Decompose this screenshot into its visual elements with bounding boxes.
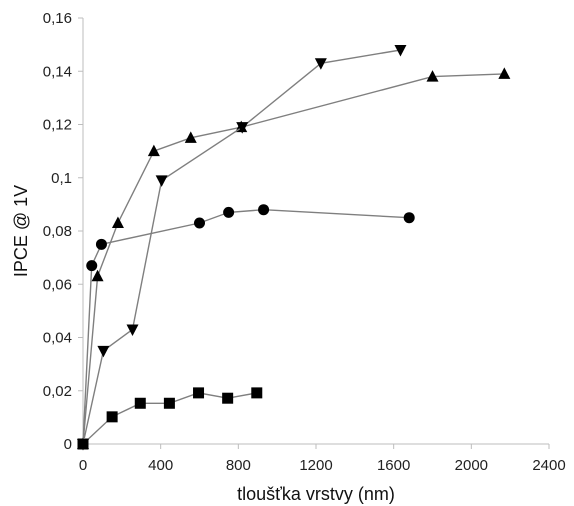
- tick-labels: 0 0,02 0,04 0,06 0,08 0,1 0,12 0,14 0,16 0 400 800 1…: [43, 10, 566, 474]
- data-point-square: [251, 387, 263, 399]
- y-tick-label: 0,08: [43, 223, 72, 240]
- data-point-triangle-down: [236, 122, 249, 134]
- x-tick-label: 1600: [377, 457, 410, 474]
- y-tick-label: 0,16: [43, 10, 72, 27]
- x-tick-label: 2000: [455, 457, 488, 474]
- data-point-triangle-down: [77, 439, 89, 451]
- y-tick-label: 0,04: [43, 330, 72, 347]
- data-point-triangle-down: [394, 44, 407, 57]
- data-point-triangle-up: [111, 216, 124, 229]
- series-triangle-up: [77, 67, 511, 449]
- data-point-triangle-up: [498, 67, 511, 79]
- data-point-triangle-up: [91, 269, 104, 282]
- series-line-triangle-down: [82, 49, 401, 445]
- data-point-circle: [223, 206, 235, 218]
- x-tick-label: 1200: [299, 457, 332, 474]
- data-point-circle: [86, 260, 98, 272]
- data-point-triangle-up: [147, 144, 160, 157]
- data-point-triangle-up: [184, 131, 197, 143]
- y-tick-label: 0,12: [43, 117, 72, 134]
- data-point-circle: [403, 212, 415, 224]
- x-tick-label: 0: [79, 457, 87, 474]
- data-point-triangle-down: [97, 345, 110, 358]
- y-tick-label: 0,1: [51, 170, 72, 187]
- y-tick-label: 0: [64, 436, 72, 453]
- y-tick-label: 0,06: [43, 276, 72, 293]
- data-point-square: [106, 411, 118, 423]
- x-tick-label: 2400: [532, 457, 565, 474]
- plot-area: [77, 44, 511, 451]
- data-point-square: [134, 397, 146, 409]
- data-point-circle: [95, 238, 107, 250]
- series-line-triangle-up: [82, 73, 505, 445]
- y-tick-label: 0,02: [43, 383, 72, 400]
- data-point-triangle-up: [426, 70, 439, 82]
- data-point-circle: [258, 204, 270, 216]
- data-point-triangle-down: [126, 324, 139, 337]
- data-point-triangle-down: [314, 58, 327, 70]
- x-axis-title: tloušťka vrstvy (nm): [237, 484, 395, 504]
- series-square: [77, 387, 263, 450]
- x-tick-label: 400: [148, 457, 173, 474]
- data-point-triangle-down: [155, 175, 168, 187]
- y-axis-title: IPCE @ 1V: [11, 185, 31, 277]
- data-point-circle: [194, 217, 205, 229]
- series-triangle-down: [77, 44, 407, 451]
- data-point-square: [163, 397, 175, 409]
- y-tick-label: 0,14: [43, 63, 72, 80]
- data-point-square: [193, 387, 205, 399]
- x-tick-label: 800: [226, 457, 251, 474]
- data-point-square: [222, 392, 234, 404]
